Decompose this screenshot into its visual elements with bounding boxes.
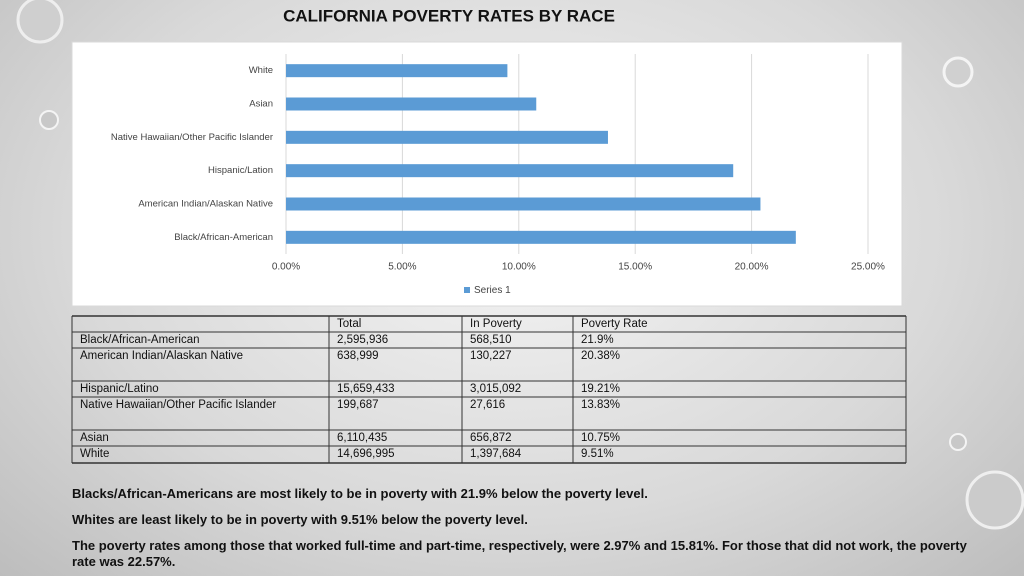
bar — [286, 130, 608, 144]
y-tick-label: Black/African-American — [174, 232, 273, 243]
table-header: Total — [337, 318, 361, 330]
table-cell: Hispanic/Latino — [80, 383, 159, 395]
x-tick-label: 10.00% — [502, 262, 536, 273]
table-cell: White — [80, 448, 109, 460]
table-cell: 3,015,092 — [470, 383, 521, 395]
table-cell: 638,999 — [337, 350, 379, 362]
table-cell: 13.83% — [581, 399, 620, 411]
x-tick-label: 15.00% — [618, 262, 652, 273]
legend-swatch — [464, 287, 470, 293]
y-tick-label: Native Hawaiian/Other Pacific Islander — [111, 132, 273, 143]
x-tick-label: 0.00% — [272, 262, 300, 273]
table-cell: 568,510 — [470, 334, 512, 346]
table-cell: 130,227 — [470, 350, 512, 362]
table-cell: 2,595,936 — [337, 334, 388, 346]
table-cell: 199,687 — [337, 399, 379, 411]
table-cell: 6,110,435 — [337, 432, 387, 444]
note: Blacks/African-Americans are most likely… — [72, 486, 648, 501]
note: Whites are least likely to be in poverty… — [72, 512, 528, 527]
table-cell: 9.51% — [581, 448, 614, 460]
legend-label: Series 1 — [474, 285, 511, 296]
bar — [286, 64, 508, 78]
table-cell: 21.9% — [581, 334, 614, 346]
table-cell: Native Hawaiian/Other Pacific Islander — [80, 399, 276, 411]
bar — [286, 164, 734, 178]
table-cell: 27,616 — [470, 399, 505, 411]
table-cell: 656,872 — [470, 432, 512, 444]
droplet — [39, 110, 59, 130]
table-cell: 20.38% — [581, 350, 620, 362]
y-tick-label: White — [249, 65, 273, 76]
bar — [286, 97, 537, 111]
table-cell: Asian — [80, 432, 109, 444]
table-cell: Black/African-American — [80, 334, 200, 346]
notes: Blacks/African-Americans are most likely… — [72, 486, 972, 580]
table-cell: American Indian/Alaskan Native — [80, 350, 243, 362]
note: The poverty rates among those that worke… — [72, 538, 967, 569]
droplet — [965, 470, 1024, 530]
bar — [286, 230, 796, 244]
x-tick-label: 5.00% — [388, 262, 416, 273]
droplet — [942, 56, 974, 88]
table-cell: 15,659,433 — [337, 383, 395, 395]
droplet — [16, 0, 64, 44]
bar — [286, 197, 761, 211]
x-tick-label: 20.00% — [735, 262, 769, 273]
y-tick-label: Asian — [249, 99, 273, 110]
droplet — [949, 433, 967, 451]
chart-title: CALIFORNIA POVERTY RATES BY RACE — [283, 6, 615, 25]
table-cell: 1,397,684 — [470, 448, 522, 460]
table-cell: 14,696,995 — [337, 448, 395, 460]
table-cell: 10.75% — [581, 432, 620, 444]
table-header: Poverty Rate — [581, 318, 647, 330]
table-cell: 19.21% — [581, 383, 620, 395]
table-header: In Poverty — [470, 318, 522, 330]
y-tick-label: Hispanic/Lation — [208, 165, 273, 176]
x-tick-label: 25.00% — [851, 262, 885, 273]
y-tick-label: American Indian/Alaskan Native — [138, 199, 273, 210]
